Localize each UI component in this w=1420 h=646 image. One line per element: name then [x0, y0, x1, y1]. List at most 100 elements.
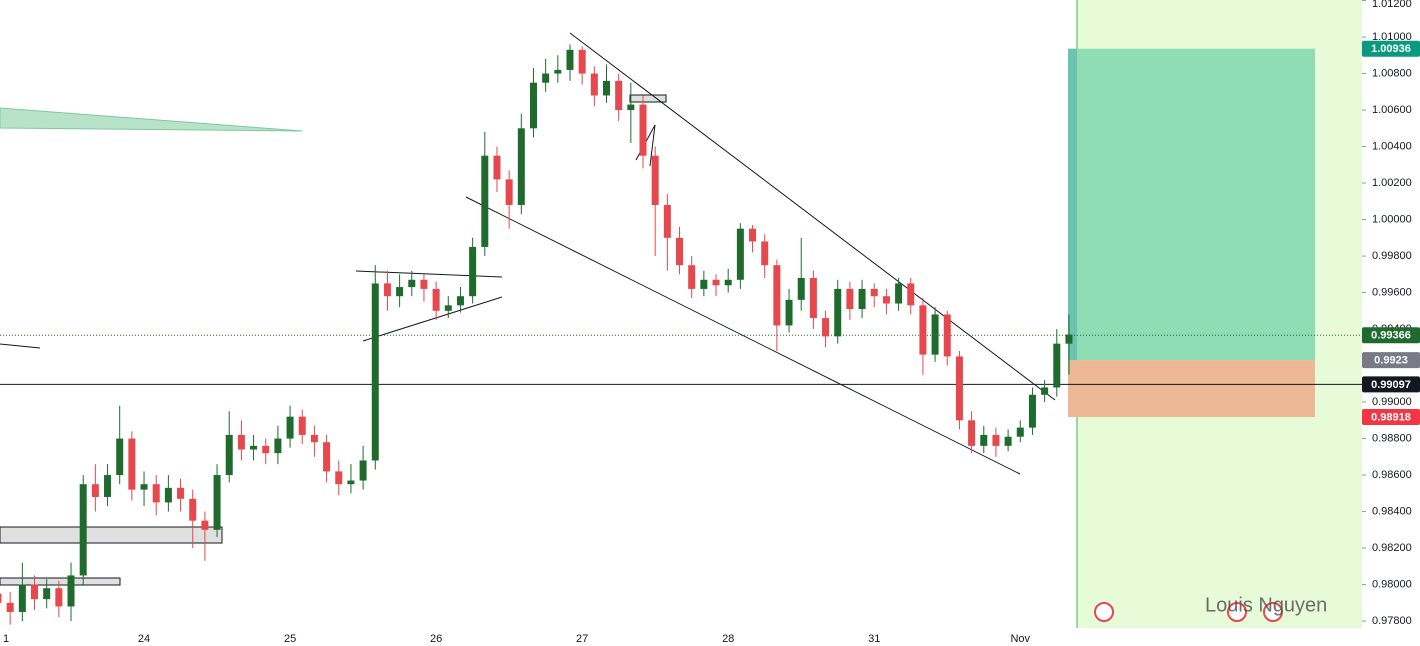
candle-body [834, 288, 842, 337]
candle-body [213, 475, 221, 530]
candle-body [651, 155, 659, 205]
candle-body [493, 155, 501, 180]
price-label: 0.98918 [1371, 411, 1411, 423]
candle-body [1004, 436, 1012, 446]
candle-body [736, 228, 744, 280]
candle-body [663, 204, 671, 238]
candle-body [712, 279, 720, 286]
candle-body [6, 602, 14, 612]
price-label-box [1362, 352, 1420, 369]
y-tick-label: 0.99800 [1372, 250, 1412, 262]
x-tick-label: 28 [722, 633, 734, 645]
candle-body [955, 356, 963, 421]
profit-zone [1068, 48, 1315, 361]
candle-body [164, 487, 172, 503]
candle-body [347, 480, 355, 485]
price-label: 0.9923 [1374, 354, 1408, 366]
candle-body [420, 279, 428, 289]
candle-body [919, 305, 927, 355]
candle-body [749, 228, 757, 242]
zone-box [0, 577, 121, 586]
y-tick-label: 0.99000 [1372, 396, 1412, 408]
y-tick-label: 1.00200 [1372, 177, 1412, 189]
candle-body [1053, 343, 1061, 388]
candle-body [992, 434, 1000, 446]
candle-body [456, 296, 464, 306]
candle-body [724, 279, 732, 286]
candle-body [822, 318, 830, 337]
y-tick-label: 1.01200 [1372, 0, 1412, 10]
candle-body [310, 434, 318, 443]
price-label: 0.99097 [1371, 379, 1411, 391]
y-tick-label: 1.00400 [1372, 140, 1412, 152]
price-label-box [1362, 409, 1420, 426]
trend-line [355, 270, 503, 278]
candle-body [262, 445, 270, 454]
drawing-shape [0, 107, 303, 132]
price-label: 1.00936 [1371, 43, 1411, 55]
zone-box [629, 94, 667, 103]
candle-body [529, 82, 537, 129]
candle-body [444, 305, 452, 311]
event-icon[interactable] [1094, 602, 1114, 622]
event-icon[interactable] [1227, 602, 1247, 622]
candle-body [237, 434, 245, 450]
candle-body [18, 584, 26, 612]
candle-body [627, 104, 635, 111]
candle-body [639, 104, 647, 156]
x-tick-label: 1 [3, 633, 9, 645]
candle-body [895, 283, 903, 304]
candle-body [396, 287, 404, 297]
y-tick-label: 1.01000 [1372, 31, 1412, 43]
candle-body [700, 279, 708, 289]
candle-body [55, 588, 63, 607]
candle-body [1028, 394, 1036, 428]
trend-line [362, 296, 503, 342]
candle-body [116, 438, 124, 476]
price-label-box [1362, 327, 1420, 344]
time-axis [0, 628, 1420, 646]
candle-body [104, 475, 112, 497]
y-tick-label: 0.98200 [1372, 542, 1412, 554]
x-tick-label: 31 [868, 633, 880, 645]
candle-body [43, 588, 51, 600]
candle-body [250, 445, 258, 450]
candle-body [152, 484, 160, 503]
zone-box [0, 526, 223, 544]
candle-body [140, 484, 148, 490]
candle-body [408, 279, 416, 288]
candle-body [128, 438, 136, 490]
price-label-box [1362, 40, 1420, 57]
candle-body [91, 484, 99, 497]
candle-body [870, 288, 878, 297]
y-tick-label: 0.98600 [1372, 469, 1412, 481]
candle-body [882, 296, 890, 304]
candle-body [335, 471, 343, 485]
x-tick-label: 25 [284, 633, 296, 645]
candle-body [298, 416, 306, 435]
candle-body [323, 442, 331, 472]
candle-body [931, 314, 939, 355]
candle-body [383, 283, 391, 297]
drawing-line [0, 343, 41, 349]
candle-body [590, 73, 598, 96]
candle-body [1065, 334, 1073, 344]
event-icon[interactable] [1263, 602, 1283, 622]
entry-overlap [1068, 48, 1077, 361]
candle-body [469, 246, 477, 297]
y-tick-label: 0.97800 [1372, 615, 1412, 627]
candle-body [761, 241, 769, 266]
candle-body [177, 487, 185, 499]
candle-body [517, 128, 525, 205]
candle-body [785, 299, 793, 326]
candle-body [858, 288, 866, 309]
candle-body [554, 69, 562, 74]
candle-body [274, 438, 282, 454]
candle-body [797, 277, 805, 300]
candle-body [968, 420, 976, 446]
candle-body [980, 434, 988, 446]
candle-body [67, 575, 75, 607]
candle-body [676, 237, 684, 266]
